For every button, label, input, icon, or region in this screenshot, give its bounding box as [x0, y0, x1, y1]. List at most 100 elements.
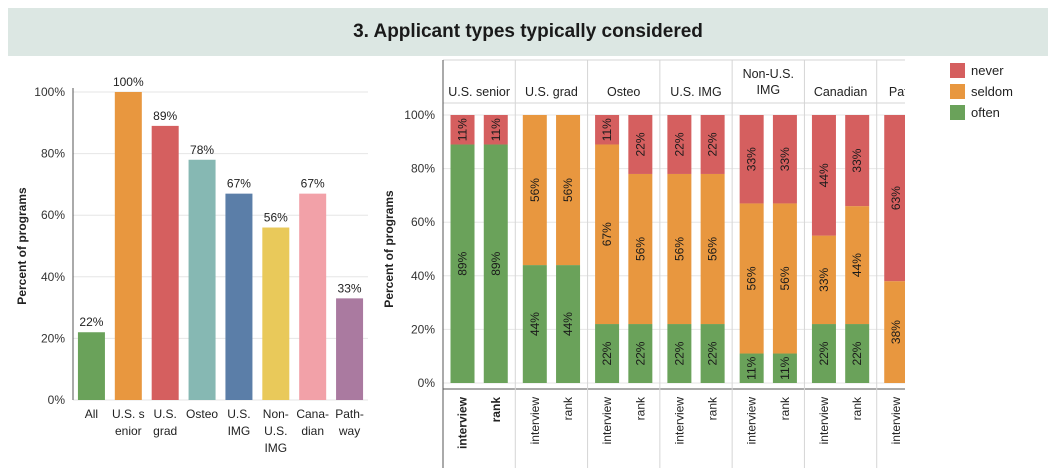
bar-segment-never — [739, 115, 764, 204]
segment-label: 22% — [706, 132, 720, 156]
bar-segment-never — [884, 115, 905, 282]
x-tick-label: rank — [778, 396, 792, 420]
data-label: 89% — [153, 109, 177, 123]
panel-header: U.S. IMG — [670, 85, 721, 99]
segment-label: 33% — [850, 148, 864, 172]
title-bar: 3. Applicant types typically considered — [8, 8, 1048, 56]
y-tick-label: 0% — [418, 376, 436, 390]
segment-label: 89% — [456, 251, 470, 275]
bar-segment-seldom — [739, 203, 764, 354]
segment-label: 89% — [489, 251, 503, 275]
segment-label: 44% — [817, 163, 831, 187]
data-label: 22% — [79, 315, 103, 329]
segment-label: 22% — [672, 341, 686, 365]
y-tick-label: 20% — [41, 331, 65, 345]
segment-label: 56% — [633, 237, 647, 261]
bar-segment-often — [700, 324, 725, 383]
bar-segment-often — [483, 144, 508, 383]
segment-label: 56% — [672, 237, 686, 261]
legend-label: often — [971, 105, 1000, 120]
y-tick-label: 80% — [411, 162, 435, 176]
x-tick-label: rank — [489, 397, 503, 423]
legend-swatch — [950, 84, 965, 99]
bar-segment-often — [595, 324, 620, 383]
x-tick-label: rank — [850, 396, 864, 420]
segment-label: 22% — [706, 341, 720, 365]
x-tick-label: U.S. — [154, 407, 177, 421]
x-tick-label: U.S. s — [112, 407, 145, 421]
bar-segment-never — [628, 115, 653, 174]
bar-segment-often — [739, 353, 764, 383]
segment-label: 22% — [633, 132, 647, 156]
bar — [77, 332, 105, 400]
segment-label: 56% — [561, 178, 575, 202]
bar-segment-seldom — [884, 281, 905, 383]
segment-label: 38% — [889, 320, 903, 344]
y-tick-label: 40% — [411, 269, 435, 283]
segment-label: 44% — [528, 312, 542, 336]
y-tick-label: 60% — [411, 215, 435, 229]
data-label: 78% — [190, 143, 214, 157]
bar — [336, 298, 364, 400]
segment-label: 44% — [850, 253, 864, 277]
segment-label: 56% — [528, 178, 542, 202]
bar — [188, 159, 216, 400]
segment-label: 11% — [600, 118, 614, 141]
y-tick-label: 100% — [34, 85, 65, 99]
segment-label: 22% — [817, 341, 831, 365]
panel-header: Pathway — [889, 85, 905, 99]
legend-item-never: never — [950, 60, 1048, 81]
x-tick-label: Non- — [263, 407, 289, 421]
x-tick-label: IMG — [264, 441, 287, 455]
x-tick-label: All — [85, 407, 98, 421]
segment-label: 11% — [456, 118, 470, 141]
right-stacked-chart: 0% 20% 40% 60% 80% 100% Percent of programs U.S… — [382, 59, 905, 468]
x-tick-label: IMG — [228, 424, 251, 438]
bar-segment-never — [772, 115, 797, 204]
data-label: 67% — [301, 177, 325, 191]
segment-label: 67% — [600, 222, 614, 246]
segment-label: 63% — [889, 186, 903, 210]
x-tick-label: Path- — [335, 407, 364, 421]
bar-segment-never — [595, 115, 620, 145]
bar — [225, 193, 253, 400]
segment-label: 22% — [672, 132, 686, 156]
bar-segment-often — [522, 265, 547, 383]
legend-label: seldom — [971, 84, 1013, 99]
x-tick-label: interview — [528, 397, 542, 445]
panel-header: Non-U.S. — [743, 67, 794, 81]
panel-header: U.S. grad — [525, 85, 578, 99]
x-tick-label: grad — [153, 424, 177, 438]
segment-label: 56% — [745, 266, 759, 290]
x-tick-label: U.S. — [227, 407, 250, 421]
x-tick-label: rank — [633, 396, 647, 420]
y-tick-label: 0% — [48, 393, 66, 407]
segment-label: 22% — [850, 341, 864, 365]
panel-header: Osteo — [607, 85, 640, 99]
y-tick-label: 100% — [404, 108, 435, 122]
legend: never seldom often — [950, 60, 1048, 123]
x-tick-label: interview — [817, 397, 831, 445]
bar-segment-often — [450, 144, 475, 383]
segment-label: 33% — [745, 147, 759, 171]
x-tick-label: interview — [889, 397, 903, 445]
data-label: 67% — [227, 177, 251, 191]
bar-segment-never — [845, 115, 870, 207]
bar-segment-seldom — [667, 173, 692, 325]
bar-segment-seldom — [845, 206, 870, 325]
bar-segment-often — [556, 265, 581, 383]
bar-segment-seldom — [556, 115, 581, 266]
y-tick-label: 40% — [41, 270, 65, 284]
y-axis-label: Percent of programs — [382, 190, 396, 308]
bar-segment-never — [811, 115, 836, 236]
x-tick-label: rank — [706, 396, 720, 420]
legend-swatch — [950, 63, 965, 78]
legend-label: never — [971, 63, 1004, 78]
segment-label: 56% — [706, 237, 720, 261]
x-tick-label: Osteo — [186, 407, 218, 421]
bar-segment-seldom — [811, 235, 836, 325]
y-tick-label: 80% — [41, 147, 65, 161]
data-label: 56% — [264, 211, 288, 225]
x-tick-label: rank — [561, 396, 575, 420]
